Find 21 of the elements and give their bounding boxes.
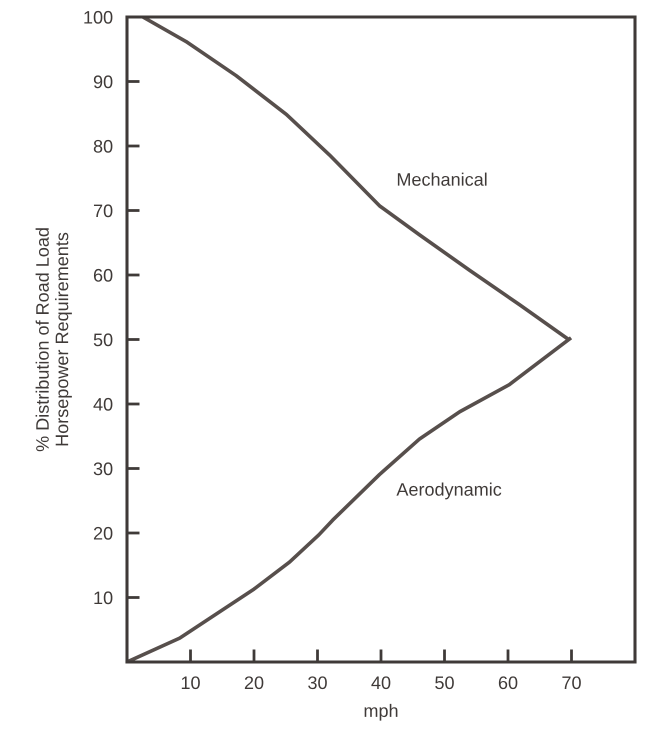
y-tick-label: 50 [94, 333, 112, 346]
y-tick-label: 100 [84, 10, 112, 24]
x-tick-label: 40 [371, 676, 390, 690]
y-tick-label: 90 [94, 75, 112, 88]
y-axis-title: % Distribution of Road Load Horsepower Requirements [36, 228, 72, 452]
y-tick-label: 70 [94, 204, 112, 218]
y-tick-label: 60 [94, 268, 112, 282]
x-tick-label: 60 [498, 676, 518, 690]
series-label: Mechanical [398, 172, 487, 186]
series-label: Aerodynamic [396, 482, 502, 500]
y-tick-label: 40 [93, 398, 112, 411]
x-tick-label: 20 [244, 676, 264, 690]
y-tick-label: 20 [94, 526, 112, 540]
x-axis-title: mph [364, 704, 398, 721]
x-tick-label: 10 [182, 676, 200, 690]
x-tick-label: 30 [308, 676, 327, 690]
x-tick-label: 50 [435, 676, 454, 690]
y-tick-label: 10 [94, 591, 112, 604]
y-tick-label: 80 [94, 140, 112, 153]
y-tick-label: 30 [94, 462, 112, 476]
x-tick-label: 70 [562, 676, 581, 690]
